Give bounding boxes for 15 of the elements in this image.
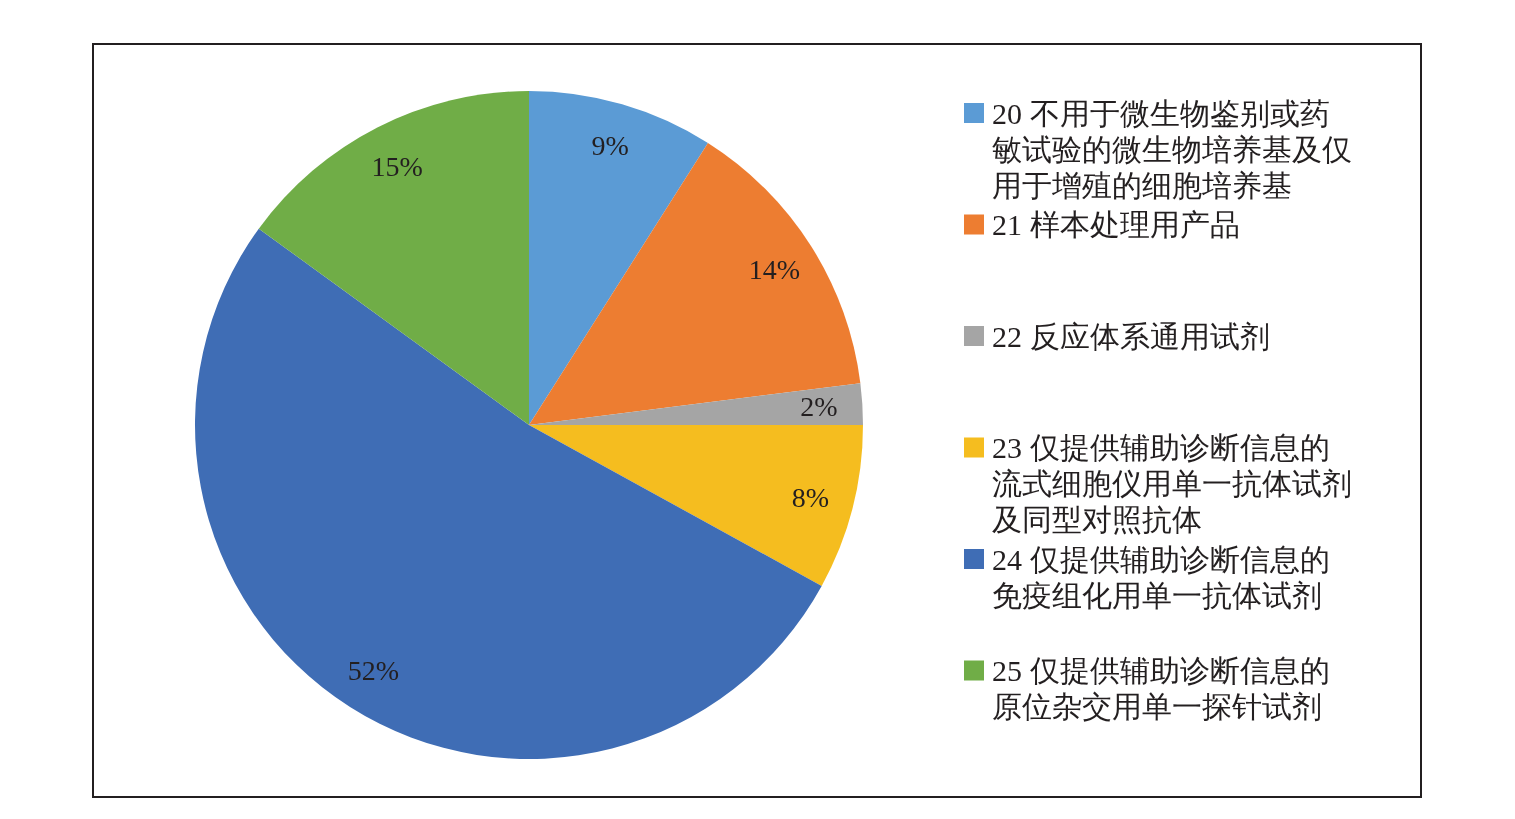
data-label: 9% — [591, 130, 629, 162]
legend-label: 22 反应体系通用试剂 — [992, 319, 1270, 353]
data-label: 15% — [371, 150, 423, 182]
legend-label: 24 仅提供辅助诊断信息的免疫组化用单一抗体试剂 — [992, 542, 1330, 612]
pie-slice — [258, 91, 529, 425]
data-label: 8% — [791, 481, 830, 513]
pie-slice — [529, 425, 863, 586]
data-label: 52% — [347, 654, 399, 686]
pie-slice — [529, 91, 708, 425]
data-label: 2% — [800, 391, 838, 423]
legend-label: 21 样本处理用产品 — [992, 208, 1240, 241]
legend-label: 25 仅提供辅助诊断信息的原位杂交用单一探针试剂 — [992, 654, 1330, 723]
legend-label: 23 仅提供辅助诊断信息的流式细胞仪用单一抗体试剂及同型对照抗体 — [992, 431, 1352, 536]
data-label: 14% — [748, 253, 801, 285]
legend-label: 20 不用于微生物鉴别或药敏试验的微生物培养基及仅用于增殖的细胞培养基 — [992, 96, 1352, 202]
